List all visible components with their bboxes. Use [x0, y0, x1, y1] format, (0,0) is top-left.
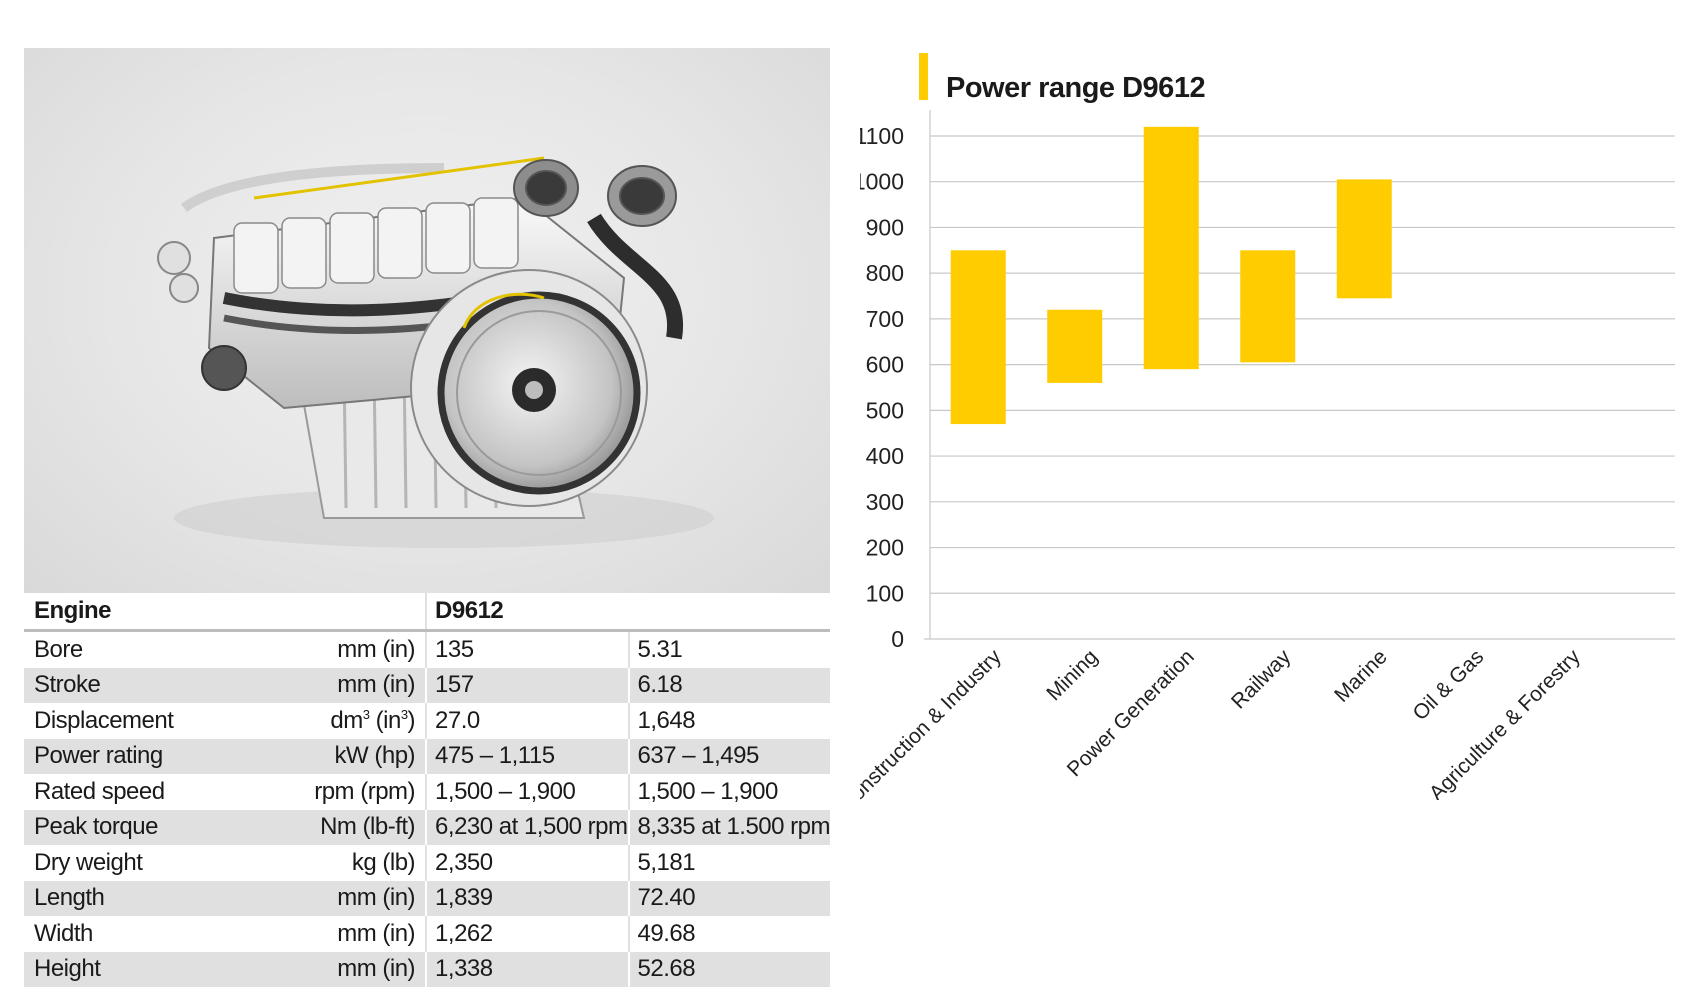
spec-metric-value: 6,230 at 1,500 rpm: [426, 809, 630, 845]
y-tick-label: 700: [866, 306, 904, 332]
spec-param: Stroke: [24, 667, 228, 703]
spec-table-body: Bore mm (in) 135 5.31 Stroke mm (in) 157 6.18 Di…: [24, 630, 831, 987]
table-row: Displacement dm3 (in3) 27.0 1,648: [24, 703, 830, 739]
chart-title-accent: [919, 53, 928, 100]
y-tick-label: 200: [866, 535, 904, 561]
x-tick-label: Mining: [1042, 645, 1102, 705]
y-tick-label: 400: [866, 443, 904, 469]
spec-imperial-value: 1,648: [637, 706, 696, 734]
y-tick-label: 600: [866, 352, 904, 378]
spec-param: Dry weight: [34, 848, 143, 876]
spec-param: Height: [24, 951, 228, 987]
spec-unit: mm (in): [227, 667, 428, 703]
spec-param: Bore: [34, 635, 83, 663]
range-bar: [1336, 179, 1392, 299]
range-bar: [1240, 250, 1296, 363]
spec-metric-value: 2,350: [426, 845, 630, 881]
table-row: Dry weight kg (lb) 2,350 5,181: [24, 845, 830, 881]
y-tick-label: 900: [866, 214, 904, 240]
spec-param: Rated speed: [34, 777, 165, 805]
table-row: Width mm (in) 1,262 49.68: [24, 916, 830, 952]
spec-imperial-value: 72.40: [628, 880, 830, 916]
spec-unit: mm (in): [227, 880, 428, 916]
engine-header-label: Engine: [24, 593, 427, 632]
y-tick-label: 1000: [860, 169, 904, 195]
x-tick-label: Marine: [1330, 645, 1392, 707]
spec-imperial-value: 1,500 – 1,900: [637, 777, 779, 805]
y-tick-label: 300: [866, 489, 904, 515]
table-row: Stroke mm (in) 157 6.18: [24, 667, 830, 703]
spec-metric-value: 157: [426, 667, 630, 703]
table-row: Peak torque Nm (lb-ft) 6,230 at 1,500 rpm 8…: [24, 809, 831, 845]
table-row: Length mm (in) 1,839 72.40: [24, 880, 830, 916]
range-bar: [950, 250, 1006, 425]
spec-unit: Nm (lb-ft): [227, 809, 428, 845]
power-range-chart: 010020030040050060070080090010001100Powe…: [860, 110, 1675, 800]
spec-metric-value: 1,839: [426, 880, 630, 916]
spec-imperial-value: 52.68: [628, 951, 830, 987]
y-tick-label: 0: [891, 626, 904, 652]
spec-param: Peak torque: [24, 809, 228, 845]
spec-imperial-value: 49.68: [637, 919, 696, 947]
spec-unit: mm (in): [227, 916, 428, 952]
spec-metric-value: 1,262: [426, 916, 630, 952]
x-tick-label: Oil & Gas: [1408, 645, 1488, 725]
engine-photo: [24, 48, 830, 593]
x-tick-label: Construction & Industry: [860, 645, 1006, 800]
spec-param: Power rating: [24, 738, 228, 774]
engine-illustration: [157, 156, 714, 548]
spec-param: Width: [34, 919, 93, 947]
y-tick-label: 1100: [860, 123, 904, 149]
table-row: Bore mm (in) 135 5.31: [24, 630, 830, 668]
spec-unit: kg (lb): [227, 845, 428, 881]
table-row: Power rating kW (hp) 475 – 1,115 637 – 1,49…: [24, 738, 830, 774]
x-tick-label: Railway: [1227, 645, 1296, 714]
spec-imperial-value: 8,335 at 1.500 rpm: [628, 809, 831, 845]
range-bar: [1143, 126, 1199, 370]
spec-metric-value: 135: [426, 630, 630, 668]
y-tick-label: 500: [866, 397, 904, 423]
spec-metric-value: 1,500 – 1,900: [426, 774, 630, 810]
spec-unit: dm3 (in3): [227, 703, 428, 739]
spec-unit: mm (in): [227, 630, 428, 668]
table-row: Height mm (in) 1,338 52.68: [24, 951, 830, 987]
spec-unit: kW (hp): [227, 738, 428, 774]
spec-imperial-value: 6.18: [628, 667, 830, 703]
spec-metric-value: 27.0: [426, 703, 630, 739]
spec-unit: mm (in): [227, 951, 428, 987]
y-tick-label: 800: [866, 260, 904, 286]
spec-param: Length: [24, 880, 228, 916]
spec-unit: rpm (rpm): [227, 774, 428, 810]
spec-imperial-value: 5.31: [637, 635, 683, 663]
chart-title: Power range D9612: [946, 72, 1206, 104]
spec-metric-value: 475 – 1,115: [426, 738, 630, 774]
spec-imperial-value: 5,181: [637, 848, 696, 876]
spec-table: Engine D9612 Bore mm (in) 135 5.31 Stroke mm …: [24, 593, 831, 987]
spec-table-header: Engine D9612: [24, 593, 830, 632]
y-tick-label: 100: [866, 580, 904, 606]
spec-param: Displacement: [34, 706, 174, 734]
spec-metric-value: 1,338: [426, 951, 630, 987]
spec-imperial-value: 637 – 1,495: [628, 738, 830, 774]
range-bar: [1047, 309, 1103, 383]
table-row: Rated speed rpm (rpm) 1,500 – 1,900 1,500 –…: [24, 774, 830, 810]
engine-model-header: D9612: [425, 593, 830, 632]
